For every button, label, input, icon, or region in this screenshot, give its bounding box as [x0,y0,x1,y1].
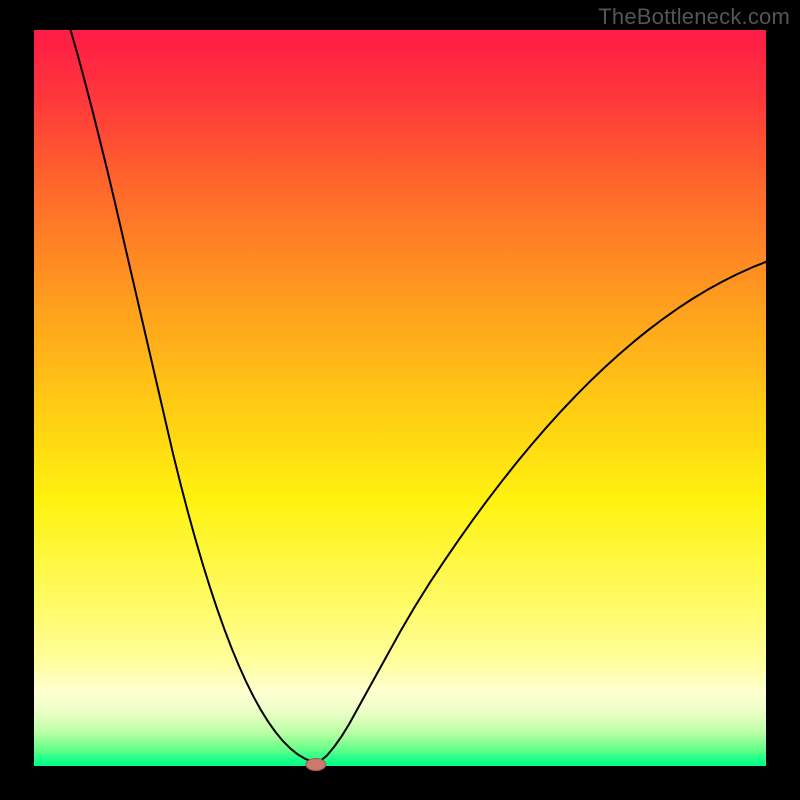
minimum-marker [306,759,326,771]
plot-background [34,30,766,766]
chart-container: TheBottleneck.com [0,0,800,800]
watermark-text: TheBottleneck.com [598,4,790,30]
chart-svg [0,0,800,800]
